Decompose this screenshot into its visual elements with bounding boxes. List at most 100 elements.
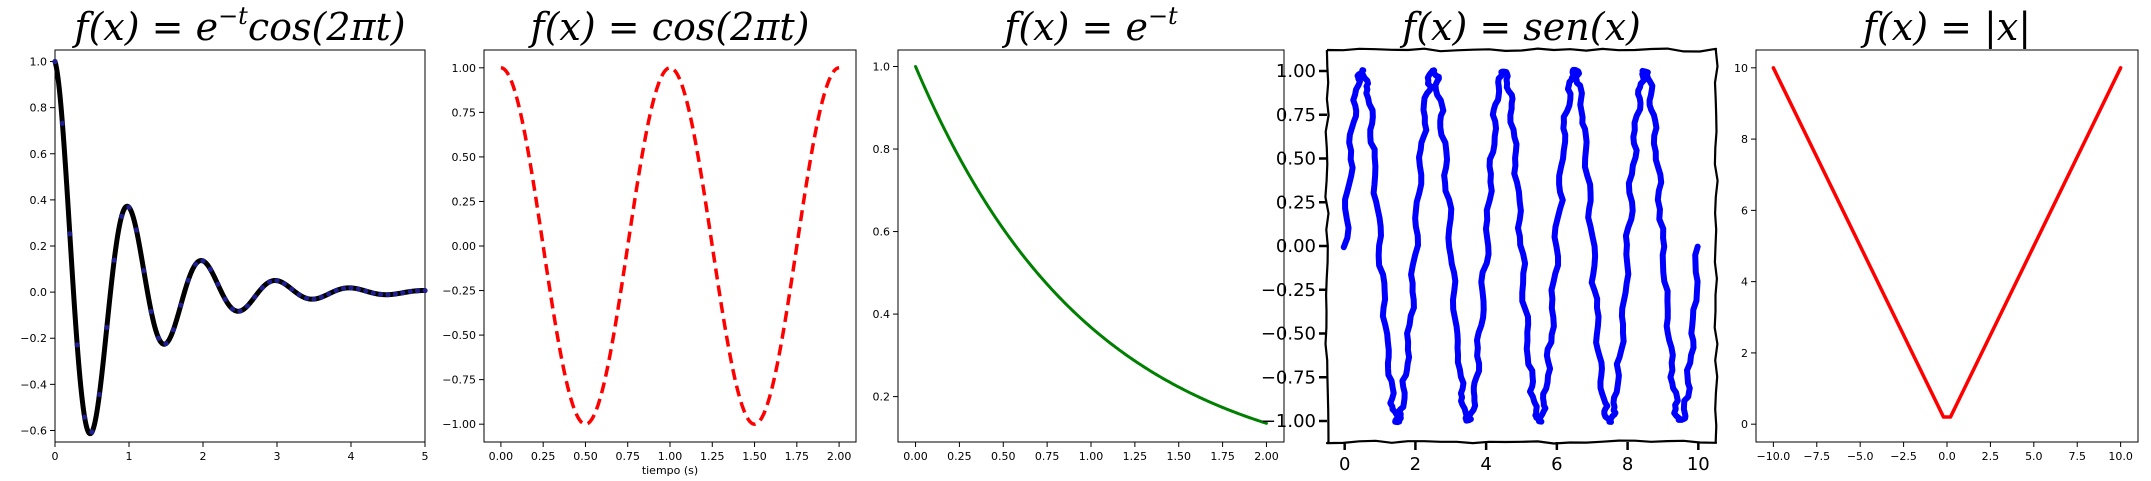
data-point	[52, 58, 58, 65]
data-point	[311, 296, 317, 302]
chart-title-superscript: −t	[1148, 2, 1178, 30]
data-point	[392, 291, 398, 297]
series-line	[52, 59, 428, 437]
data-point	[200, 258, 206, 264]
data-point	[422, 287, 428, 294]
data-point	[185, 277, 191, 283]
x-tick-label: 5.0	[2025, 450, 2043, 463]
chart-title-rest: cos(2πt)	[248, 5, 406, 49]
y-tick-label: −0.4	[20, 378, 47, 391]
data-point	[74, 342, 80, 348]
x-tick-label: 1.50	[1166, 450, 1191, 463]
data-point	[259, 285, 265, 291]
chart-title-superscript: −t	[218, 2, 248, 30]
data-point	[111, 257, 117, 263]
x-tick-label: 1.75	[1210, 450, 1235, 463]
x-tick-label: 10	[1687, 454, 1710, 475]
data-point	[370, 290, 376, 296]
x-tick-label: 1.00	[1079, 450, 1104, 463]
data-point	[178, 302, 184, 308]
series-line	[500, 66, 840, 426]
x-axis-label: tiempo (s)	[642, 464, 698, 477]
y-tick-label: 0.4	[873, 308, 891, 321]
y-tick-label: −0.25	[442, 285, 476, 298]
data-point	[378, 291, 384, 298]
data-point	[96, 391, 102, 398]
data-point	[148, 308, 154, 315]
y-tick-label: −1.00	[442, 418, 476, 431]
data-point	[333, 287, 339, 294]
chart-title: f(x) = cos(2πt)	[528, 5, 810, 49]
y-tick-label: 10	[1734, 62, 1748, 75]
y-tick-label: 0.25	[452, 195, 477, 208]
x-tick-label: 1.25	[700, 450, 725, 463]
series-line	[914, 65, 1268, 425]
x-tick-label: 0.75	[615, 450, 640, 463]
data-point	[385, 292, 391, 298]
data-point	[89, 429, 95, 435]
y-tick-label: 0.00	[452, 240, 477, 253]
y-tick-label: 2	[1741, 347, 1748, 360]
x-tick-label: 6	[1551, 454, 1562, 475]
chart-title: f(x) = |x|	[1860, 5, 2031, 49]
chart-panel-4: f(x) = sen(x) 0 2 4 6 8 10 −1.00 −0.75 −0.50 −0.25…	[1261, 5, 1719, 475]
data-point	[170, 327, 176, 333]
y-tick-label: 0.50	[1276, 149, 1316, 170]
data-point	[281, 281, 287, 287]
y-tick-label: 0.6	[30, 148, 48, 161]
data-point	[237, 308, 243, 314]
x-tick-label: 0.50	[991, 450, 1016, 463]
data-point	[318, 294, 324, 300]
x-tick-label: 0.00	[903, 450, 928, 463]
data-point	[289, 286, 295, 292]
y-tick-label: 0.8	[873, 143, 891, 156]
data-point	[163, 340, 169, 347]
y-tick-label: 0.75	[452, 106, 477, 119]
x-tick-label: −2.5	[1890, 450, 1917, 463]
y-tick-label: −0.25	[1261, 280, 1316, 301]
y-tick-label: 0	[1741, 418, 1748, 431]
data-point	[222, 296, 228, 302]
y-tick-label: 0.2	[30, 240, 48, 253]
x-tick-label: 1.75	[785, 450, 810, 463]
series-line	[1340, 66, 1701, 426]
x-tick-label: 1.00	[658, 450, 683, 463]
x-tick-label: 10.0	[2108, 450, 2133, 463]
y-tick-label: −1.00	[1261, 411, 1316, 432]
series-line	[1771, 66, 2123, 419]
y-tick-label: 4	[1741, 276, 1748, 289]
x-tick-label: 0	[52, 450, 59, 463]
chart-panel-5: f(x) = |x| −10.0 −7.5 −5.0 −2.5 0.0 2.5 5.0 7.5 1…	[1734, 5, 2139, 463]
x-tick-label: 2	[1410, 454, 1421, 475]
data-point	[244, 303, 250, 309]
x-tick-label: 3	[274, 450, 281, 463]
x-tick-label: −7.5	[1803, 450, 1830, 463]
data-point	[348, 285, 354, 291]
data-point	[133, 227, 139, 233]
axes-frame	[1324, 47, 1719, 445]
axes-frame	[1755, 49, 2139, 443]
x-tick-label: 0.50	[573, 450, 598, 463]
data-point	[304, 295, 310, 301]
y-tick-label: 0.2	[873, 391, 891, 404]
x-tick-label: 2	[200, 450, 207, 463]
y-tick-label: 0.8	[30, 102, 48, 115]
data-point	[119, 213, 125, 219]
chart-title: f(x) = e−tcos(2πt)	[71, 2, 405, 49]
y-tick-label: −0.2	[20, 332, 47, 345]
data-point	[400, 290, 406, 296]
x-tick-label: 4	[1480, 454, 1491, 475]
data-point	[355, 286, 361, 292]
y-tick-label: 0.6	[873, 226, 891, 239]
x-tick-label: 0.75	[1035, 450, 1060, 463]
chart-panel-2: f(x) = cos(2πt) 0.00 0.25 0.50 0.75 1.00 1.25 1…	[442, 5, 857, 477]
data-point	[274, 278, 280, 284]
chart-panel-3: f(x) = e−t 0.00 0.25 0.50 0.75 1.00 1.25 1.50 1.…	[873, 2, 1285, 463]
data-point	[104, 324, 110, 331]
data-point	[363, 288, 369, 294]
y-tick-label: 1.00	[1276, 61, 1316, 82]
data-point	[252, 294, 258, 300]
chart-title-base: f(x) = e	[1001, 5, 1148, 49]
data-point	[267, 279, 273, 285]
